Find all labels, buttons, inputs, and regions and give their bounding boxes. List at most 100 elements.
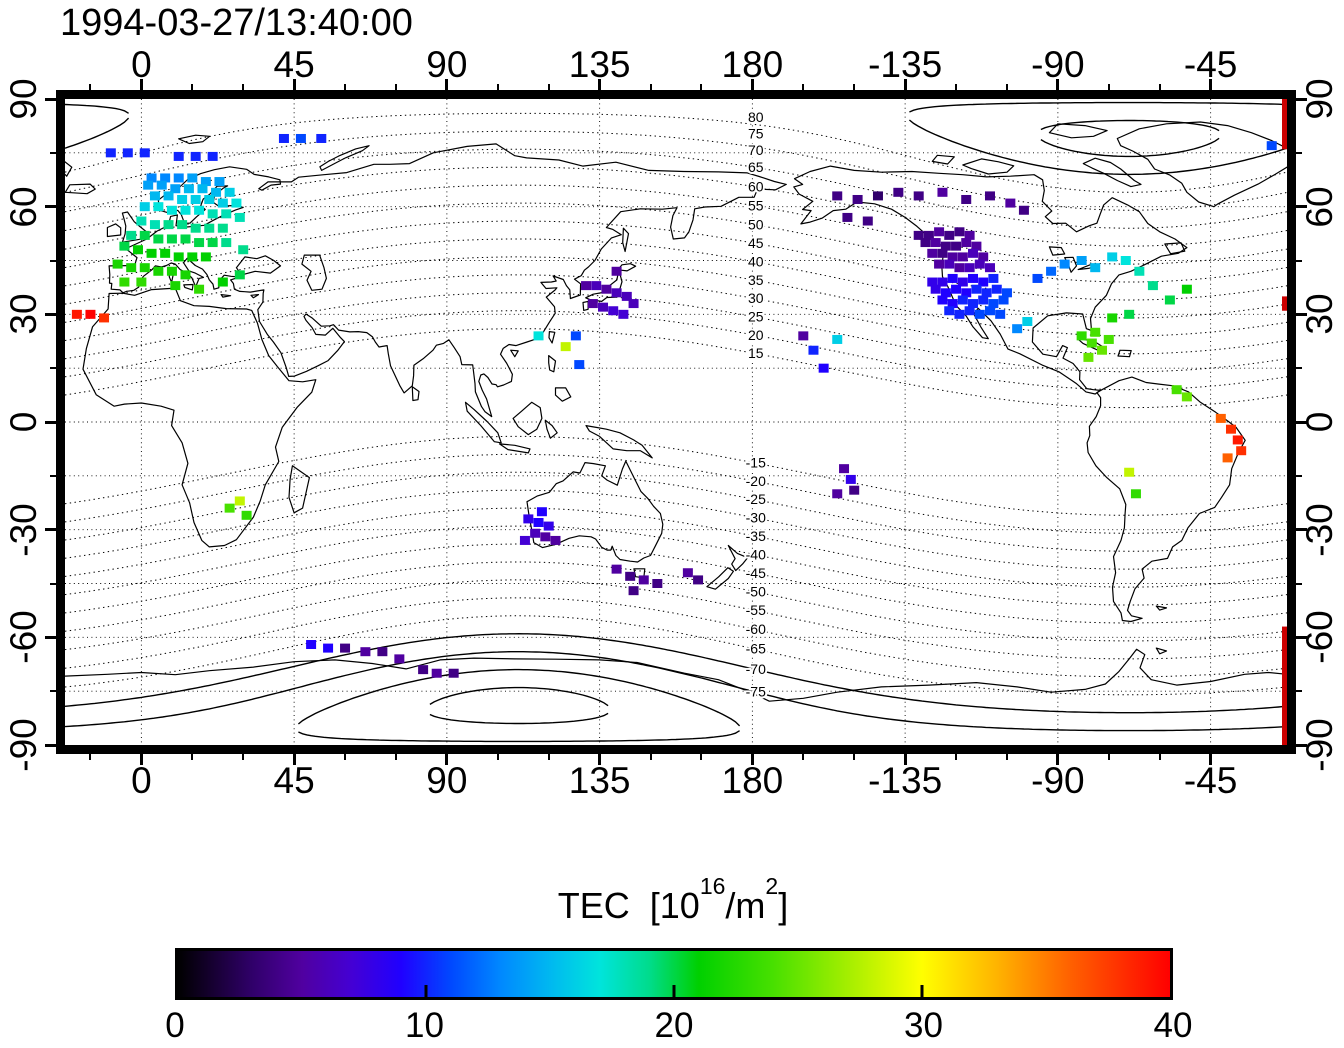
- geomagnetic-contour: [65, 435, 1287, 516]
- tec-measurement: [323, 643, 334, 653]
- tec-measurement: [1022, 317, 1033, 327]
- tec-measurement: [1107, 313, 1118, 323]
- tec-measurement: [961, 194, 972, 204]
- coastline: [1155, 605, 1168, 611]
- x-minor-tick: [89, 754, 92, 760]
- contour-label: 65: [748, 159, 764, 175]
- coastline: [617, 263, 637, 272]
- tec-measurement: [207, 151, 218, 161]
- coastline: [585, 425, 653, 459]
- coastline: [554, 387, 572, 402]
- tec-measurement: [119, 277, 130, 287]
- tec-measurement: [954, 227, 965, 237]
- geomagnetic-contour: [65, 579, 1287, 660]
- colorbar-tick-label: 20: [654, 1006, 694, 1045]
- coastline: [548, 355, 557, 373]
- y-tick-label-left: -60: [3, 610, 44, 665]
- geomagnetic-contour: [65, 632, 1287, 714]
- x-major-tick: [903, 79, 907, 90]
- tec-measurement: [1059, 259, 1070, 269]
- contour-label: -50: [746, 583, 766, 599]
- y-tick-label-left: -30: [3, 502, 44, 557]
- x-minor-tick: [853, 754, 856, 760]
- tec-measurement: [177, 194, 188, 204]
- geomagnetic-contour: [65, 543, 1287, 624]
- tec-measurement: [112, 259, 123, 269]
- tec-measurement: [217, 277, 228, 287]
- contour-label: 70: [748, 142, 764, 158]
- contour-label: -60: [746, 621, 766, 637]
- tec-measurement: [519, 535, 530, 545]
- coastline: [65, 183, 96, 195]
- tec-measurement: [1266, 141, 1277, 151]
- geomagnetic-contour: [65, 507, 1287, 588]
- tec-measurement: [204, 223, 215, 233]
- tec-measurement: [139, 148, 150, 158]
- tec-measurement: [621, 291, 632, 301]
- tec-measurement: [238, 245, 249, 255]
- tec-measurement: [119, 241, 130, 251]
- tec-measurement: [1001, 288, 1012, 298]
- tec-measurement: [1090, 327, 1101, 337]
- geomagnetic-contour: [65, 238, 1287, 319]
- colorbar-tick: [424, 985, 428, 997]
- tec-measurement: [533, 331, 544, 341]
- tec-measurement: [984, 191, 995, 201]
- contour-label: 80: [748, 109, 764, 125]
- tec-measurement: [839, 464, 850, 474]
- tec-measurement: [136, 277, 147, 287]
- tec-measurement: [126, 263, 137, 273]
- tec-measurement: [1124, 309, 1135, 319]
- coastline: [65, 161, 73, 177]
- tec-measurement: [893, 187, 904, 197]
- x-major-tick: [598, 79, 602, 90]
- y-tick-label-left: 0: [3, 411, 44, 433]
- edge-mark: [1282, 296, 1287, 311]
- y-major-tick: [45, 743, 56, 747]
- tec-measurement: [845, 474, 856, 484]
- contour-label: 55: [748, 198, 764, 214]
- x-major-tick: [1209, 754, 1213, 765]
- coastline: [727, 544, 749, 572]
- x-major-tick: [445, 79, 449, 90]
- tec-measurement: [947, 252, 958, 262]
- tec-measurement: [200, 177, 211, 187]
- tec-measurement: [968, 273, 979, 283]
- tec-measurement: [608, 306, 619, 316]
- tec-measurement: [995, 309, 1006, 319]
- geomagnetic-contour: [297, 668, 741, 727]
- tec-measurement: [146, 173, 157, 183]
- tec-measurement: [832, 334, 843, 344]
- coastline: [65, 648, 1287, 702]
- x-minor-tick: [802, 754, 805, 760]
- x-tick-label-top: -45: [1183, 44, 1238, 85]
- x-tick-label-bottom: 90: [426, 760, 468, 801]
- contour-label: 25: [748, 309, 764, 325]
- coastline: [1048, 246, 1066, 256]
- contour-label: 35: [748, 272, 764, 288]
- geomagnetic-contour: [65, 651, 1287, 732]
- geomagnetic-contour: [65, 615, 1287, 696]
- plot-title: 1994-03-27/13:40:00: [60, 2, 413, 44]
- geomagnetic-contour: [65, 597, 1287, 678]
- coastline: [512, 401, 543, 436]
- tec-measurement: [957, 252, 968, 262]
- x-major-tick: [292, 79, 296, 90]
- x-tick-label-bottom: 180: [721, 760, 784, 801]
- x-minor-tick: [191, 84, 194, 90]
- coastline: [544, 419, 558, 439]
- colorbar-tick-label: 10: [405, 1006, 444, 1045]
- x-minor-tick: [547, 84, 550, 90]
- colorbar-title-suffix: ]: [778, 885, 789, 926]
- tec-measurement: [652, 579, 663, 588]
- geomagnetic-contour: [298, 730, 740, 743]
- tec-measurement: [153, 234, 164, 244]
- x-minor-tick: [1107, 84, 1110, 90]
- x-major-tick: [139, 754, 143, 765]
- x-major-tick: [750, 79, 754, 90]
- tec-measurement: [1171, 385, 1182, 395]
- tec-measurement: [927, 277, 938, 287]
- tec-measurement: [231, 198, 242, 208]
- tec-measurement: [224, 503, 235, 513]
